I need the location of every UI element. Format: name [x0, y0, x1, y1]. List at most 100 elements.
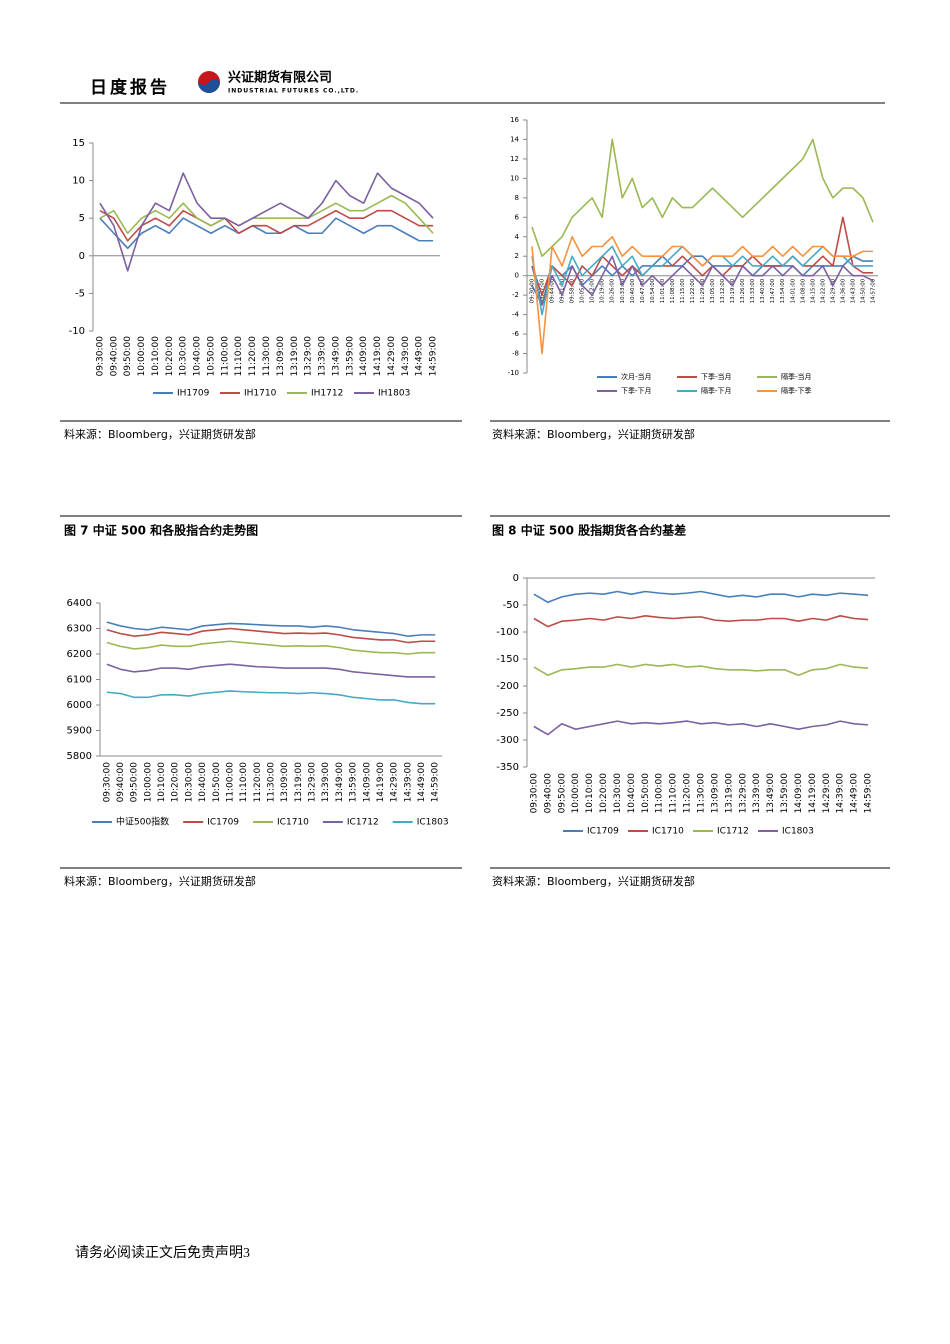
x-tick-label: 13:39:00 — [752, 773, 762, 814]
legend-label: 下季-下月 — [621, 386, 652, 395]
legend-label: IC1803 — [417, 818, 449, 828]
y-tick-label: 8 — [515, 194, 519, 202]
x-tick-label: 14:15:00 — [810, 278, 816, 303]
x-tick-label: 11:10:00 — [234, 336, 244, 377]
x-tick-label: 10:10:00 — [585, 773, 595, 814]
x-tick-label: 14:22:00 — [820, 278, 826, 303]
y-tick-label: 12 — [510, 155, 519, 163]
x-tick-label: 14:50:00 — [860, 278, 866, 303]
legend-label: 隔季-下季 — [781, 386, 812, 395]
x-tick-label: 09:40:00 — [109, 336, 119, 377]
legend-label: 下季-当月 — [701, 372, 732, 381]
x-tick-label: 14:36:00 — [840, 278, 846, 303]
y-tick-label: 6200 — [67, 649, 92, 660]
x-tick-label: 09:40:00 — [543, 773, 553, 814]
x-tick-label: 09:50:00 — [123, 336, 133, 377]
legend-label: IC1803 — [782, 827, 814, 837]
x-tick-label: 11:00:00 — [655, 773, 665, 814]
x-tick-label: 09:50:00 — [557, 773, 567, 814]
x-tick-label: 13:39:00 — [318, 336, 328, 377]
x-tick-label: 11:29:00 — [700, 278, 706, 303]
x-tick-label: 14:59:00 — [864, 773, 874, 814]
x-tick-label: 14:29:00 — [387, 336, 397, 377]
x-tick-label: 14:19:00 — [373, 336, 383, 377]
series-line — [533, 615, 869, 628]
x-tick-label: 14:19:00 — [808, 773, 818, 814]
x-tick-label: 10:30:00 — [613, 773, 623, 814]
y-tick-label: 10 — [72, 176, 85, 187]
x-tick-label: 10:26:00 — [610, 278, 616, 303]
legend-label: IH1710 — [244, 389, 277, 399]
x-tick-label: 11:22:00 — [690, 278, 696, 303]
x-tick-label: 10:40:00 — [630, 278, 636, 303]
y-tick-label: -250 — [496, 708, 519, 719]
company-name-en: INDUSTRIAL FUTURES CO.,LTD. — [228, 88, 359, 95]
x-tick-label: 14:59:00 — [429, 336, 439, 377]
x-tick-label: 14:29:00 — [390, 762, 400, 803]
x-tick-label: 10:50:00 — [641, 773, 651, 814]
x-tick-label: 09:58:00 — [570, 278, 576, 303]
series-line — [99, 194, 434, 235]
y-tick-label: 6000 — [67, 700, 92, 711]
legend-label: IH1712 — [311, 389, 343, 399]
x-tick-label: 13:26:00 — [740, 278, 746, 303]
x-tick-label: 10:20:00 — [165, 336, 175, 377]
x-tick-label: 14:43:00 — [850, 278, 856, 303]
chart-title: 图 8 中证 500 股指期货各合约基差 — [492, 523, 686, 538]
logo — [198, 71, 220, 93]
x-tick-label: 13:47:00 — [770, 278, 776, 303]
legend-label: 次月-当月 — [621, 372, 652, 381]
x-tick-label: 14:09:00 — [794, 773, 804, 814]
y-tick-label: 0 — [515, 272, 519, 280]
x-tick-label: 10:50:00 — [212, 762, 222, 803]
y-tick-label: -8 — [512, 350, 519, 358]
x-tick-label: 10:05:00 — [580, 278, 586, 303]
x-tick-label: 10:40:00 — [627, 773, 637, 814]
x-tick-label: 13:19:00 — [290, 336, 300, 377]
series-line — [106, 690, 436, 705]
y-tick-label: 0 — [79, 251, 85, 262]
x-tick-label: 11:20:00 — [253, 762, 263, 803]
source-note: 料来源：Bloomberg，兴证期货研发部 — [64, 427, 256, 441]
legend-label: IC1709 — [207, 818, 239, 828]
series-line — [106, 640, 436, 655]
x-tick-label: 10:19:00 — [600, 278, 606, 303]
x-tick-label: 14:49:00 — [417, 762, 427, 803]
x-tick-label: 10:40:00 — [198, 762, 208, 803]
x-tick-label: 09:30:00 — [530, 278, 536, 303]
x-tick-label: 13:49:00 — [766, 773, 776, 814]
y-tick-label: 6400 — [67, 598, 92, 609]
x-tick-label: 14:57:00 — [870, 278, 876, 303]
x-tick-label: 11:10:00 — [669, 773, 679, 814]
report-title: 日度报告 — [90, 77, 170, 98]
x-tick-label: 10:10:00 — [151, 336, 161, 377]
x-tick-label: 14:29:00 — [830, 278, 836, 303]
footer: 请务必阅读正文后免责声明3 — [75, 1244, 250, 1261]
x-tick-label: 11:30:00 — [697, 773, 707, 814]
y-tick-label: 0 — [513, 573, 519, 584]
source-note: 资料来源：Bloomberg，兴证期货研发部 — [492, 874, 695, 888]
series-line — [531, 138, 874, 258]
series-line — [99, 172, 434, 272]
y-tick-label: -100 — [496, 627, 519, 638]
x-tick-label: 13:59:00 — [345, 336, 355, 377]
y-tick-label: 10 — [510, 174, 519, 182]
x-tick-label: 13:33:00 — [750, 278, 756, 303]
x-tick-label: 14:39:00 — [836, 773, 846, 814]
y-tick-label: 14 — [510, 135, 519, 143]
x-tick-label: 13:39:00 — [321, 762, 331, 803]
x-tick-label: 10:00:00 — [143, 762, 153, 803]
x-tick-label: 14:39:00 — [403, 762, 413, 803]
legend-label: IH1803 — [378, 389, 410, 399]
x-tick-label: 10:20:00 — [599, 773, 609, 814]
x-tick-label: 13:59:00 — [349, 762, 359, 803]
source-note: 料来源：Bloomberg，兴证期货研发部 — [64, 874, 256, 888]
x-tick-label: 09:50:00 — [130, 762, 140, 803]
legend-label: IC1712 — [717, 827, 749, 837]
x-tick-label: 10:00:00 — [137, 336, 147, 377]
x-tick-label: 13:19:00 — [730, 278, 736, 303]
x-tick-label: 10:12:00 — [590, 278, 596, 303]
y-tick-label: -6 — [512, 330, 520, 338]
x-tick-label: 14:59:00 — [431, 762, 441, 803]
x-tick-label: 09:30:00 — [95, 336, 105, 377]
